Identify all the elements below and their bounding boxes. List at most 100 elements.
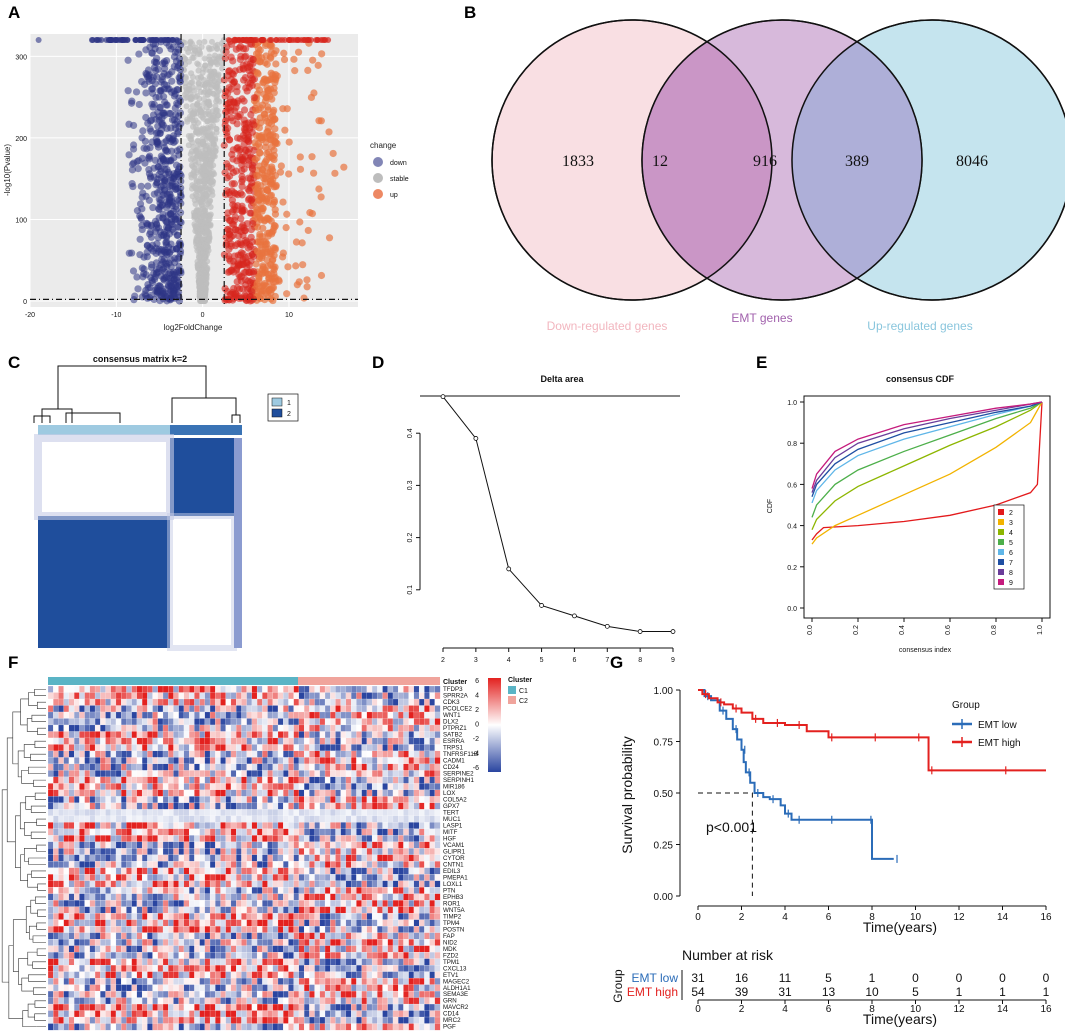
volcano-point-up: [260, 78, 268, 86]
heatmap-cell: [387, 841, 394, 849]
volcano-ytick: 0: [23, 299, 27, 306]
heatmap-cell: [147, 867, 153, 875]
heatmap-cell: [361, 724, 368, 732]
volcano-point-up: [296, 153, 304, 161]
heatmap-cell: [105, 822, 112, 830]
heatmap-cell: [178, 848, 185, 856]
heatmap-cell: [340, 861, 347, 869]
heatmap-cell: [434, 822, 441, 830]
heatmap-cell: [147, 757, 153, 765]
heatmap-cell: [131, 770, 138, 778]
cdf-xtick: 1.0: [1037, 625, 1044, 635]
volcano-point-up: [256, 162, 264, 170]
heatmap-cell: [225, 861, 232, 869]
heatmap-cell: [345, 848, 352, 856]
heatmap-cell: [345, 867, 352, 875]
heatmap-cell: [63, 796, 70, 804]
heatmap-cell: [361, 705, 368, 713]
heatmap-cell: [241, 841, 247, 849]
cdf-legend-swatch: [998, 539, 1004, 545]
heatmap-cell: [215, 692, 221, 700]
heatmap-cell: [324, 711, 331, 719]
volcano-point-up: [290, 55, 298, 63]
heatmap-cell: [100, 828, 106, 836]
heatmap-cell: [377, 763, 383, 771]
heatmap-cell: [298, 893, 305, 901]
heatmap-cell: [304, 692, 310, 700]
volcano-point-up: [250, 94, 258, 102]
heatmap-cell: [147, 705, 153, 713]
heatmap-cell: [94, 874, 101, 882]
heatmap-cell: [68, 893, 75, 901]
heatmap-cell: [288, 854, 294, 862]
heatmap-cell: [220, 874, 227, 882]
heatmap-cell: [68, 874, 75, 882]
heatmap-cell: [382, 698, 389, 706]
heatmap-cell: [324, 848, 331, 856]
volcano-point-up: [271, 78, 279, 87]
heatmap-cell: [115, 874, 122, 882]
heatmap-cell: [220, 893, 227, 901]
heatmap-cell: [309, 893, 315, 901]
heatmap-cell: [304, 893, 310, 901]
heatmap-cell: [241, 867, 247, 875]
volcano-point-down: [158, 76, 166, 84]
volcano-point-up: [225, 37, 232, 43]
volcano-point-down: [157, 86, 165, 94]
volcano-point-down: [168, 245, 177, 254]
heatmap-cell: [335, 757, 341, 765]
heatmap-cell: [371, 887, 378, 894]
heatmap-cell: [162, 789, 169, 797]
heatmap-cell: [371, 770, 378, 778]
heatmap-cell: [230, 685, 237, 693]
heatmap-cell: [189, 835, 195, 843]
heatmap-cell: [293, 887, 300, 894]
dendro-leaf: [36, 844, 46, 852]
heatmap-cell: [121, 731, 127, 739]
heatmap-cell: [173, 705, 179, 713]
heatmap-cell: [429, 835, 436, 843]
heatmap-cell: [162, 796, 169, 804]
heatmap-cell: [183, 770, 190, 778]
heatmap-cell: [141, 718, 148, 726]
heatmap-cell: [121, 718, 127, 726]
heatmap-cell: [366, 692, 373, 700]
heatmap-cell: [105, 731, 112, 739]
heatmap-cell: [110, 750, 117, 758]
volcano-point-stable: [202, 173, 209, 180]
heatmap-cell: [387, 789, 394, 797]
heatmap-cell: [324, 724, 331, 732]
volcano-point-down: [171, 104, 179, 112]
heatmap-cell: [74, 770, 80, 778]
heatmap-cell: [330, 750, 336, 758]
heatmap-cell: [330, 776, 336, 784]
volcano-point-down: [93, 37, 100, 43]
heatmap-cell: [267, 861, 274, 869]
heatmap-cell: [241, 789, 247, 797]
heatmap-cell: [314, 692, 321, 700]
heatmap-cell: [434, 770, 441, 778]
heatmap-cell: [131, 763, 138, 771]
heatmap-cell: [230, 750, 237, 758]
heatmap-cell: [105, 698, 112, 706]
heatmap-cell: [392, 711, 399, 719]
volcano-point-up: [314, 61, 322, 69]
heatmap-cell: [293, 770, 300, 778]
heatmap-cell: [288, 867, 294, 875]
heatmap-cell: [58, 737, 64, 745]
heatmap-cell: [413, 828, 420, 836]
heatmap-cell: [277, 770, 284, 778]
volcano-point-up: [280, 55, 289, 64]
volcano-point-up: [331, 169, 339, 177]
heatmap-cell: [351, 783, 357, 791]
heatmap-cell: [356, 692, 362, 700]
heatmap-cell: [371, 685, 378, 693]
volcano-point-stable: [189, 73, 196, 80]
heatmap-cell: [267, 724, 274, 732]
cdf-legend-swatch: [998, 519, 1004, 525]
heatmap-cell: [204, 737, 211, 745]
heatmap-cell: [58, 744, 64, 752]
heatmap-cell: [361, 789, 368, 797]
heatmap-cell: [126, 796, 132, 804]
heatmap-cell: [230, 828, 237, 836]
